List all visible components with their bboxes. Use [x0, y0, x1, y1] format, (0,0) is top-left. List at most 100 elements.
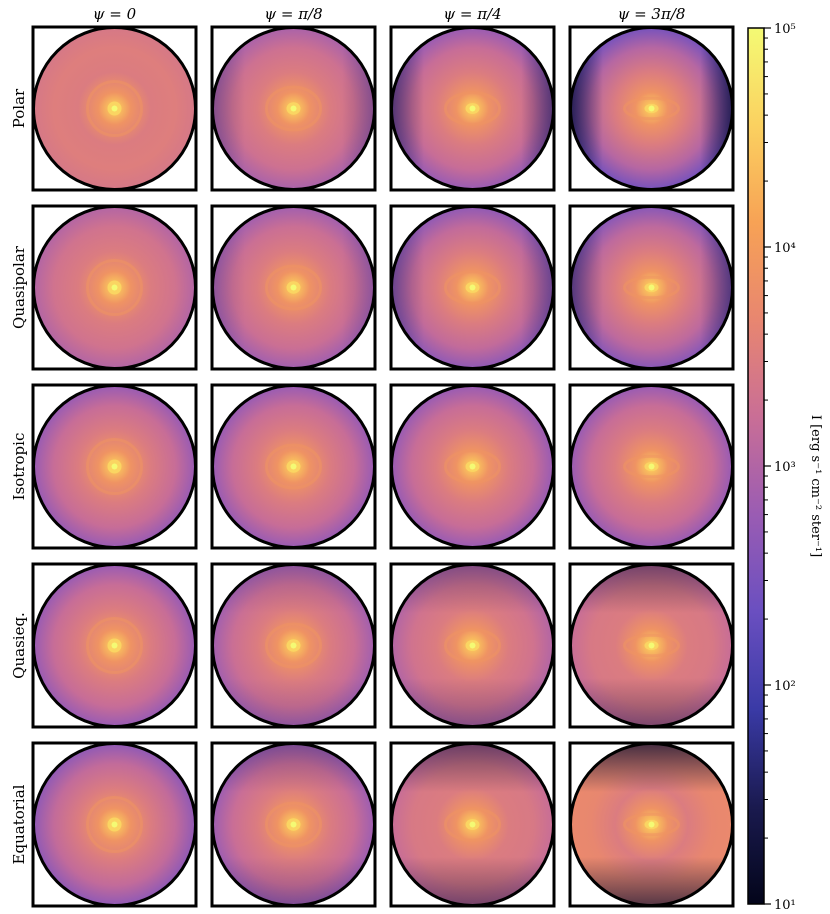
disk-outline [569, 742, 734, 907]
colorbar-label: I [erg s⁻¹ cm⁻² ster⁻¹] [808, 415, 823, 557]
panel-2-1 [210, 383, 377, 550]
inner-ring [86, 796, 143, 853]
disk-outline [390, 26, 555, 191]
core-point [290, 642, 297, 649]
colorbar-tick-label: 10³ [774, 460, 796, 475]
inner-ring [623, 96, 680, 121]
colorbar-tick-label: 10⁵ [774, 22, 796, 37]
inner-ring [444, 807, 501, 842]
disk-outline [569, 26, 734, 191]
panel-3-0 [31, 562, 198, 729]
panel-0-3 [568, 25, 735, 192]
inner-ring [623, 454, 680, 479]
core-point [469, 463, 476, 470]
colorbar: 10¹ 10² 10³ 10⁴ 10⁵ I [erg s⁻¹ cm⁻² ster⁻¹] [747, 22, 823, 913]
panel-0-0 [31, 25, 198, 192]
disk-outline [32, 384, 197, 549]
colorbar-bar [747, 27, 765, 905]
panel-1-1 [210, 204, 377, 371]
panel-2-2 [389, 383, 556, 550]
disk-outline [390, 205, 555, 370]
column-title: ψ = 3π/8 [618, 5, 686, 23]
colorbar-tick-label: 10¹ [774, 898, 796, 913]
inner-ring [86, 617, 143, 674]
inner-ring [86, 80, 143, 137]
disk-outline [211, 384, 376, 549]
disk-outline [32, 742, 197, 907]
core-point [648, 463, 655, 470]
panel-3-3 [568, 562, 735, 729]
inner-ring [444, 449, 501, 484]
row-label: Quasieq. [10, 612, 28, 679]
panel-0-2 [389, 25, 556, 192]
disk-outline [569, 205, 734, 370]
panel-0-1 [210, 25, 377, 192]
inner-ring [86, 438, 143, 495]
inner-ring [444, 628, 501, 663]
inner-ring [623, 633, 680, 658]
panel-4-2 [389, 741, 556, 908]
inner-ring [265, 264, 322, 311]
disk-outline [211, 205, 376, 370]
row-label: Equatorial [10, 784, 28, 864]
panel-2-0 [31, 383, 198, 550]
disk-outline [211, 742, 376, 907]
inner-ring [444, 91, 501, 126]
core-point [290, 284, 297, 291]
inner-ring [86, 259, 143, 316]
column-title: ψ = π/8 [264, 5, 322, 23]
core-point [111, 821, 118, 828]
core-point [648, 284, 655, 291]
row-label: Quasipolar [10, 245, 28, 329]
row-label: Polar [10, 88, 28, 128]
disk-outline [32, 563, 197, 728]
row-labels: Polar Quasipolar Isotropic Quasieq. Equatori… [10, 88, 28, 864]
inner-ring [265, 443, 322, 490]
inner-ring [444, 270, 501, 305]
core-point [469, 642, 476, 649]
core-point [111, 642, 118, 649]
disk-outline [390, 742, 555, 907]
core-point [111, 463, 118, 470]
panel-4-3 [568, 741, 735, 908]
inner-ring [623, 275, 680, 300]
disk-outline [390, 384, 555, 549]
core-point [111, 284, 118, 291]
inner-ring [265, 85, 322, 132]
core-point [469, 105, 476, 112]
inner-ring [265, 801, 322, 848]
panel-3-2 [389, 562, 556, 729]
core-point [290, 463, 297, 470]
disk-outline [32, 205, 197, 370]
panel-4-0 [31, 741, 198, 908]
colorbar-tick-label: 10² [774, 679, 796, 694]
disk-outline [569, 384, 734, 549]
core-point [469, 821, 476, 828]
panel-1-3 [568, 204, 735, 371]
core-point [290, 821, 297, 828]
disk-outline [390, 563, 555, 728]
disk-outline [211, 26, 376, 191]
panel-3-1 [210, 562, 377, 729]
disk-outline [211, 563, 376, 728]
panel-grid [31, 25, 735, 908]
core-point [290, 105, 297, 112]
core-point [648, 821, 655, 828]
column-title: ψ = π/4 [443, 5, 501, 23]
row-label: Isotropic [10, 433, 28, 501]
core-point [648, 642, 655, 649]
disk-outline [32, 26, 197, 191]
core-point [111, 105, 118, 112]
disk-outline [569, 563, 734, 728]
panel-1-0 [31, 204, 198, 371]
panel-2-3 [568, 383, 735, 550]
panel-4-1 [210, 741, 377, 908]
core-point [469, 284, 476, 291]
colorbar-tick-label: 10⁴ [774, 241, 796, 256]
column-title: ψ = 0 [93, 5, 137, 23]
inner-ring [623, 812, 680, 837]
panel-1-2 [389, 204, 556, 371]
inner-ring [265, 622, 322, 669]
column-titles: ψ = 0 ψ = π/8 ψ = π/4 ψ = 3π/8 [93, 5, 686, 23]
